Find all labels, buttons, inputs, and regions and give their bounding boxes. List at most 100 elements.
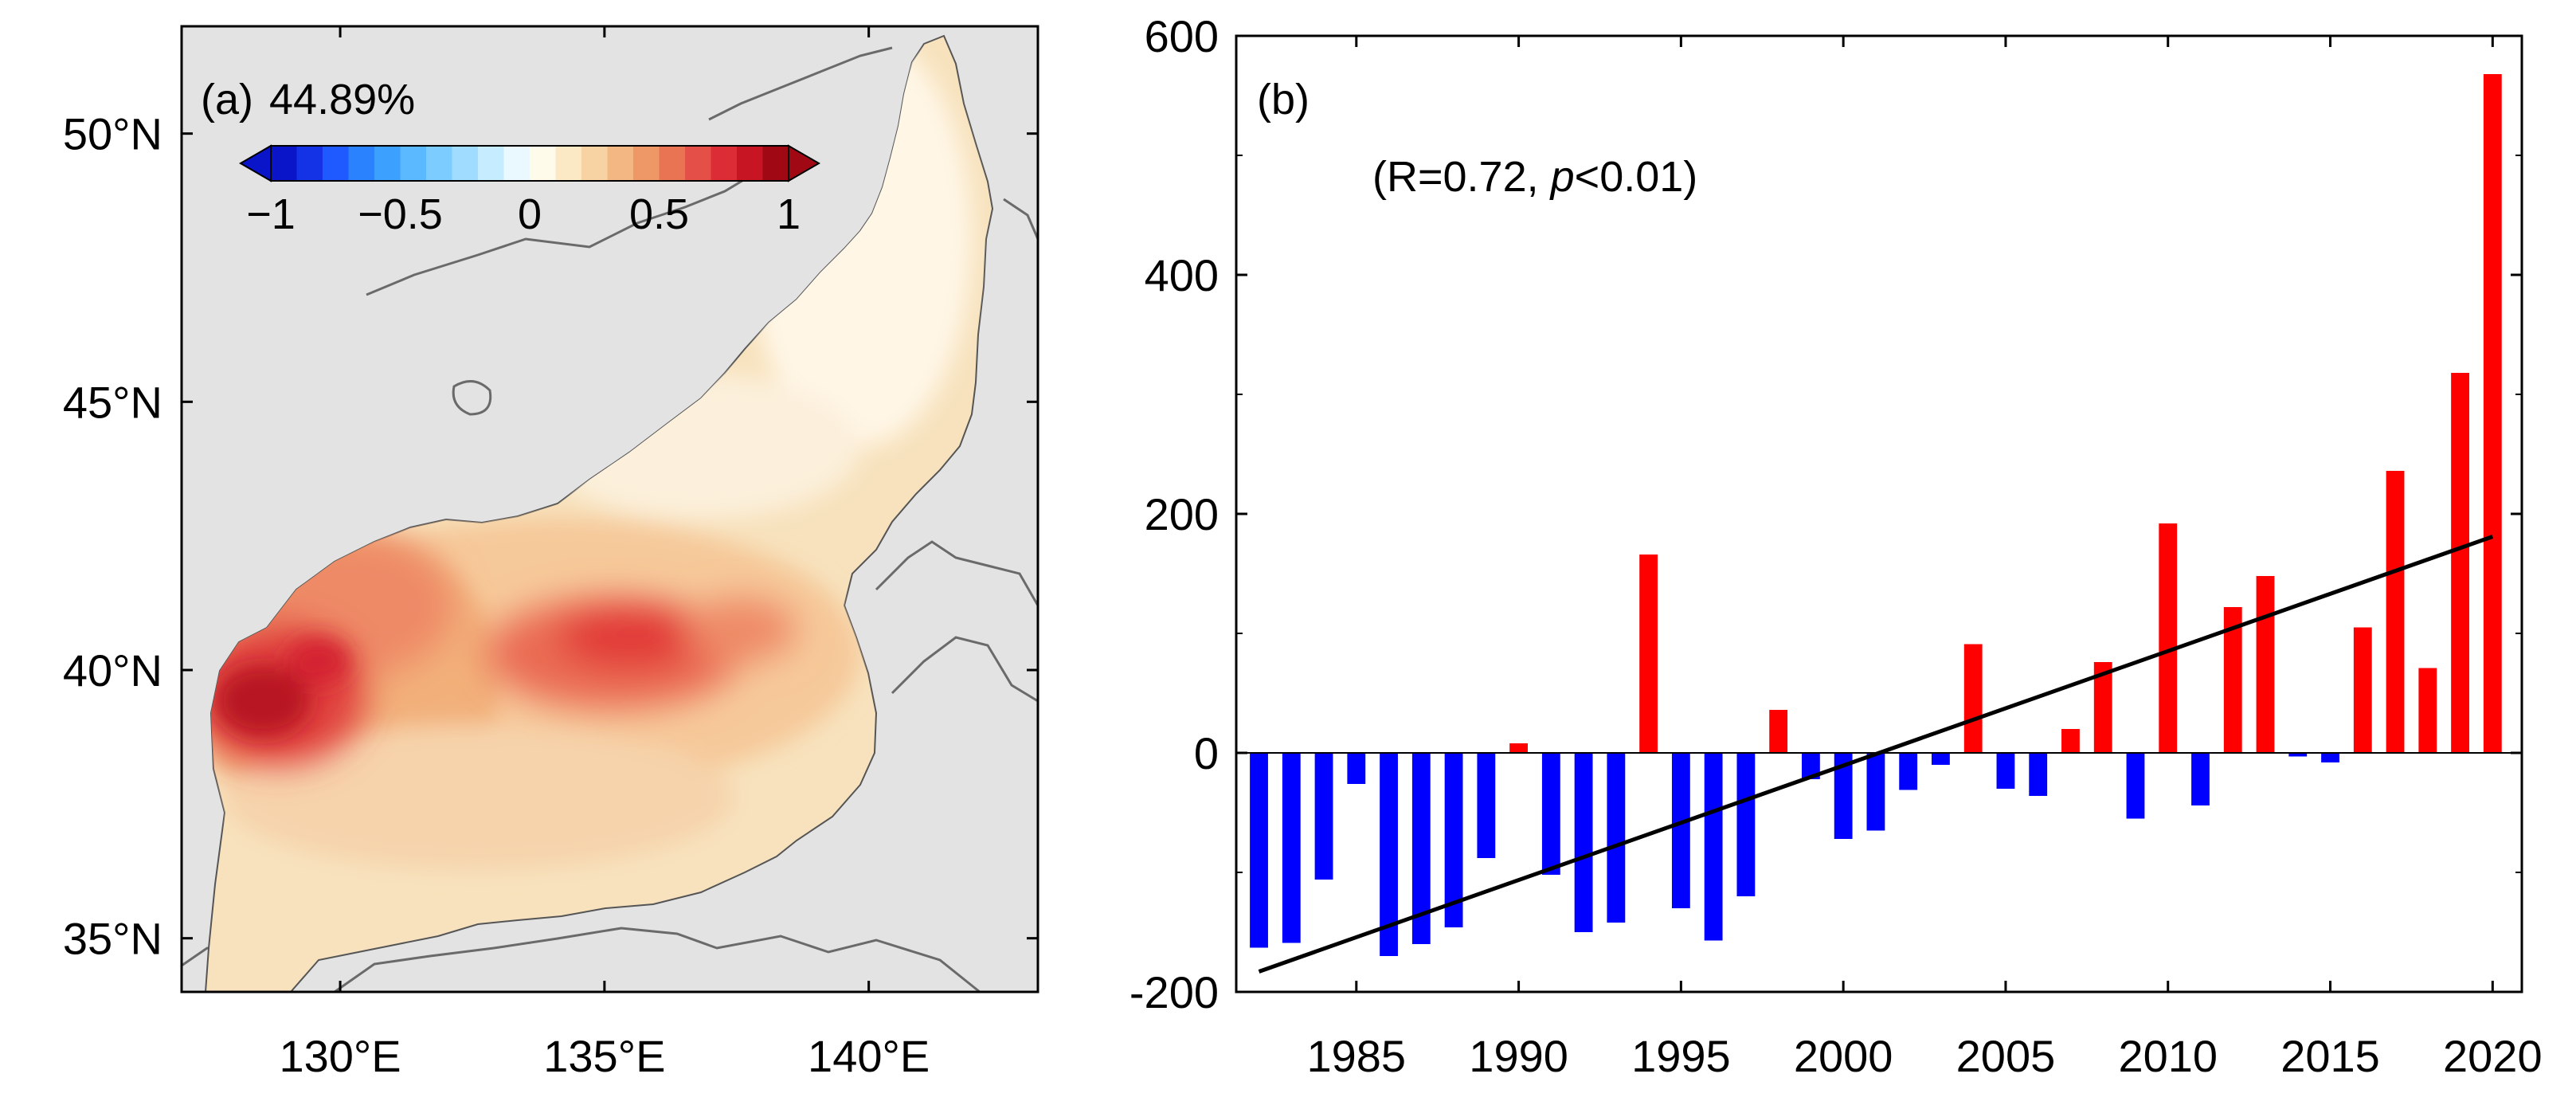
colorbar-swatch xyxy=(737,146,764,181)
bar-2009 xyxy=(2126,753,2145,819)
colorbar-tick-label: −0.5 xyxy=(358,190,443,238)
bar-1992 xyxy=(1574,753,1593,932)
bar-2020 xyxy=(2483,74,2502,753)
correlation-annotation: (R=0.72, p<0.01) xyxy=(1372,153,1697,201)
colorbar-swatch xyxy=(296,146,323,181)
trend-line xyxy=(1258,535,2494,974)
bar-2001 xyxy=(1866,753,1885,831)
panel-a-map: −1 −0.5 0 0.5 1 (a) 44.89% 130°E 135°E 140°E 35… xyxy=(63,25,1039,1081)
panel-a-frame xyxy=(180,25,1039,993)
colorbar: −1 −0.5 0 0.5 1 xyxy=(239,144,820,238)
bar-2010 xyxy=(2159,523,2178,753)
colorbar-swatch xyxy=(348,146,375,181)
y-tick-label: 400 xyxy=(1145,250,1219,300)
colorbar-swatch xyxy=(452,146,479,181)
colorbar-border xyxy=(270,145,789,182)
y-tick-label: 0 xyxy=(1194,728,1219,778)
colorbar-swatch xyxy=(530,146,557,181)
y-tick-label: 600 xyxy=(1145,11,1219,61)
lat-tick-label: 50°N xyxy=(63,109,162,159)
bar-2019 xyxy=(2451,373,2469,753)
bar-1988 xyxy=(1444,753,1463,927)
colorbar-swatch xyxy=(426,146,453,181)
map-axes: 130°E 135°E 140°E 35°N 40°N 45°N 50°N xyxy=(63,26,1038,1081)
bar-2003 xyxy=(1932,753,1950,765)
bar-2000 xyxy=(1834,753,1853,839)
panel-b-label: (b) xyxy=(1257,76,1310,123)
y-tick-label: 200 xyxy=(1145,489,1219,539)
x-tick-label: 2020 xyxy=(2443,1031,2543,1081)
colorbar-tick-label: 0.5 xyxy=(629,190,689,238)
panel-b-axes: -200 0 200 400 600 1985 1990 1995 2000 2005 2010 20… xyxy=(1129,11,2543,1081)
bar-2018 xyxy=(2418,668,2437,753)
x-tick-label: 1990 xyxy=(1469,1031,1568,1081)
bar-1995 xyxy=(1671,753,1690,908)
bar-1990 xyxy=(1509,743,1529,753)
colorbar-tick-label: 0 xyxy=(518,190,542,238)
bar-1994 xyxy=(1639,555,1658,753)
colorbar-swatch xyxy=(555,146,582,181)
colorbar-swatch xyxy=(659,146,686,181)
x-tick-label: 2000 xyxy=(1794,1031,1893,1081)
x-tick-label: 1995 xyxy=(1631,1031,1731,1081)
bar-2011 xyxy=(2191,753,2210,805)
colorbar-swatch xyxy=(400,146,427,181)
bar-2014 xyxy=(2288,753,2308,757)
bar-2007 xyxy=(2061,729,2080,753)
bar-2016 xyxy=(2353,627,2372,753)
colorbar-swatch xyxy=(374,146,401,181)
annotation-suffix: <0.01) xyxy=(1575,153,1698,201)
colorbar-swatch xyxy=(478,146,505,181)
colorbar-tick-label: 1 xyxy=(777,190,801,238)
bar-1987 xyxy=(1411,753,1431,944)
bar-1993 xyxy=(1607,753,1626,923)
x-tick-label: 1985 xyxy=(1307,1031,1407,1081)
bar-2004 xyxy=(1963,644,1983,753)
bars xyxy=(1250,74,2502,956)
bar-1982 xyxy=(1250,753,1268,948)
coastlines xyxy=(181,46,1039,993)
lat-tick-label: 40°N xyxy=(63,645,162,696)
bar-2005 xyxy=(1996,753,2015,789)
lon-tick-label: 135°E xyxy=(543,1031,665,1081)
bar-1991 xyxy=(1541,753,1560,875)
colorbar-swatch xyxy=(271,146,298,181)
bar-2002 xyxy=(1899,753,1918,790)
panel-b-chart: -200 0 200 400 600 1985 1990 1995 2000 2005 2010 20… xyxy=(1129,11,2543,1081)
panel-a-label: (a) xyxy=(201,76,253,123)
bar-1985 xyxy=(1347,753,1366,784)
annotation-italic: p xyxy=(1549,153,1575,201)
annotation-prefix: (R=0.72, xyxy=(1372,153,1551,201)
bar-1998 xyxy=(1769,710,1788,753)
x-tick-label: 2005 xyxy=(1956,1031,2056,1081)
explained-variance-text: 44.89% xyxy=(269,76,415,123)
bar-1996 xyxy=(1704,753,1723,941)
bar-1983 xyxy=(1282,753,1301,943)
x-tick-label: 2015 xyxy=(2280,1031,2380,1081)
bar-1986 xyxy=(1380,753,1398,956)
colorbar-swatch xyxy=(607,146,634,181)
colorbar-swatch xyxy=(762,146,789,181)
colorbar-tick-label: −1 xyxy=(246,190,296,238)
colorbar-swatch xyxy=(503,146,530,181)
lat-tick-label: 35°N xyxy=(63,914,162,964)
bar-2006 xyxy=(2029,753,2048,796)
lon-tick-label: 140°E xyxy=(808,1031,930,1081)
colorbar-swatch xyxy=(633,146,660,181)
bar-2017 xyxy=(2386,471,2405,753)
bar-2012 xyxy=(2223,607,2242,753)
y-tick-label: -200 xyxy=(1129,967,1219,1017)
colorbar-swatch xyxy=(711,146,738,181)
lat-tick-label: 45°N xyxy=(63,377,162,427)
bar-1997 xyxy=(1736,753,1756,896)
bar-1999 xyxy=(1801,753,1820,779)
bar-1984 xyxy=(1314,753,1333,880)
bar-2015 xyxy=(2321,753,2339,762)
bar-2008 xyxy=(2093,662,2112,753)
colorbar-swatch xyxy=(323,146,350,181)
colorbar-swatch xyxy=(685,146,712,181)
colorbar-swatch xyxy=(581,146,609,181)
lon-tick-label: 130°E xyxy=(279,1031,401,1081)
bar-1989 xyxy=(1477,753,1496,858)
